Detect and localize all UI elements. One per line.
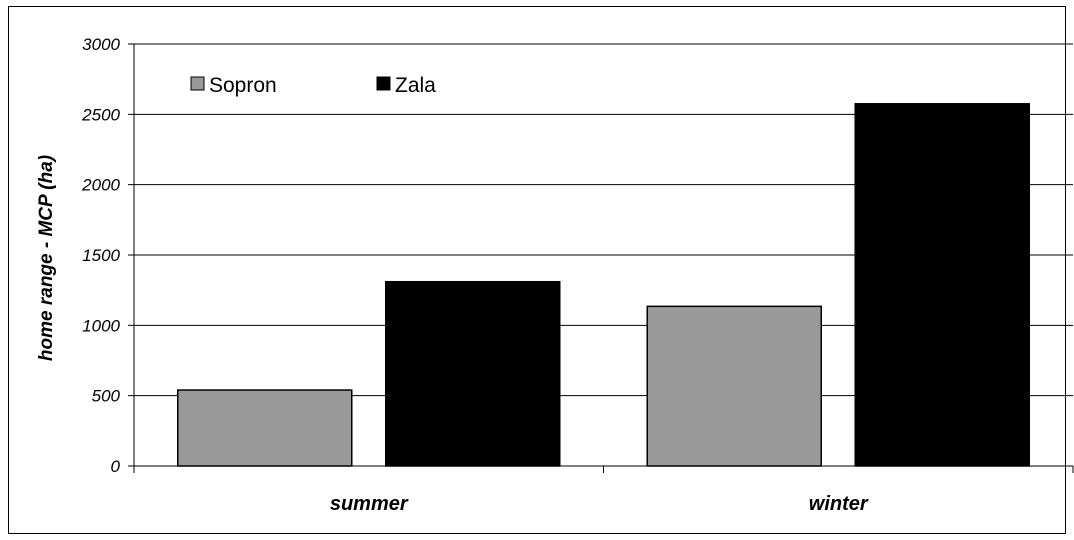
y-tick-label: 1000 [82, 316, 120, 335]
bar-zala-winter [854, 103, 1030, 467]
bars [177, 103, 1030, 467]
y-tick-label: 1500 [82, 246, 120, 265]
bar-sopron-summer [177, 389, 353, 467]
legend-label: Zala [395, 74, 436, 97]
y-tick-label: 2500 [81, 105, 120, 124]
legend-label: Sopron [209, 74, 277, 97]
x-category-label: summer [330, 493, 409, 515]
y-tick-label: 500 [92, 387, 121, 406]
x-category-labels: summer winter [330, 493, 869, 515]
y-tick-label: 3000 [82, 35, 120, 54]
legend-swatch [376, 76, 391, 91]
legend: Sopron Zala [190, 74, 436, 97]
y-tick-label: 2000 [81, 176, 120, 195]
y-tick-label: 0 [111, 457, 121, 476]
x-category-label: winter [809, 493, 869, 515]
y-axis-title: home range - MCP (ha) [36, 155, 57, 361]
bar-sopron-winter [646, 305, 822, 467]
legend-swatch [190, 76, 205, 91]
bar-zala-summer [385, 280, 561, 467]
y-tick-labels: 0 500 1000 1500 2000 2500 3000 [81, 35, 134, 476]
